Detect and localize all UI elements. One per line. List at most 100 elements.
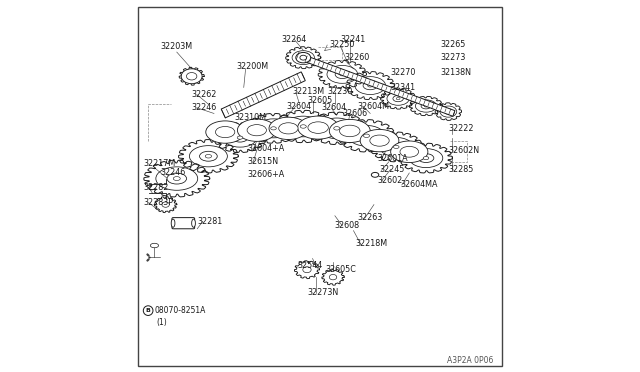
Polygon shape xyxy=(297,53,455,116)
Text: 32262: 32262 xyxy=(191,90,217,99)
Text: 32217M: 32217M xyxy=(143,159,175,168)
Ellipse shape xyxy=(308,122,328,134)
Text: 32230: 32230 xyxy=(328,87,353,96)
Text: 32264: 32264 xyxy=(281,35,306,44)
Polygon shape xyxy=(322,269,344,285)
Ellipse shape xyxy=(390,141,428,163)
Text: 32606+A: 32606+A xyxy=(248,170,285,179)
Ellipse shape xyxy=(340,73,345,76)
Polygon shape xyxy=(338,120,395,152)
Text: 32245: 32245 xyxy=(380,165,405,174)
Polygon shape xyxy=(285,47,321,69)
Text: 32263: 32263 xyxy=(357,213,383,222)
Ellipse shape xyxy=(418,154,434,163)
Text: 32241: 32241 xyxy=(340,35,365,44)
Ellipse shape xyxy=(167,173,186,184)
Text: 32260: 32260 xyxy=(344,53,369,62)
Text: 32605: 32605 xyxy=(307,96,332,105)
Text: 32138N: 32138N xyxy=(441,68,472,77)
Ellipse shape xyxy=(295,122,312,131)
Ellipse shape xyxy=(393,96,403,102)
Text: 32250: 32250 xyxy=(330,40,355,49)
Polygon shape xyxy=(308,112,365,144)
Text: 32310M: 32310M xyxy=(234,113,266,122)
Ellipse shape xyxy=(371,173,379,177)
Polygon shape xyxy=(410,96,443,116)
Ellipse shape xyxy=(423,157,429,160)
Polygon shape xyxy=(381,88,415,109)
Ellipse shape xyxy=(400,147,419,157)
Ellipse shape xyxy=(301,57,305,59)
Ellipse shape xyxy=(335,70,349,78)
Text: 32601A: 32601A xyxy=(378,154,408,163)
Polygon shape xyxy=(346,71,394,100)
Text: 32544: 32544 xyxy=(298,262,323,270)
Text: 32222: 32222 xyxy=(449,124,474,133)
Text: 32281: 32281 xyxy=(197,217,223,226)
Ellipse shape xyxy=(421,103,431,109)
Ellipse shape xyxy=(206,121,244,143)
Text: 32605C: 32605C xyxy=(326,265,356,274)
Text: 32604M: 32604M xyxy=(357,102,389,110)
Text: 32604MA: 32604MA xyxy=(400,180,438,189)
Ellipse shape xyxy=(363,81,378,90)
Text: (1): (1) xyxy=(156,318,167,327)
Ellipse shape xyxy=(188,73,196,79)
Text: 32213M: 32213M xyxy=(292,87,324,96)
Ellipse shape xyxy=(232,133,248,142)
Ellipse shape xyxy=(300,125,307,128)
Ellipse shape xyxy=(396,97,400,100)
Ellipse shape xyxy=(364,134,369,138)
Ellipse shape xyxy=(330,275,337,280)
Ellipse shape xyxy=(278,123,298,134)
Text: A3P2A 0P06: A3P2A 0P06 xyxy=(447,356,493,365)
Text: 32246: 32246 xyxy=(160,169,186,177)
Ellipse shape xyxy=(328,124,345,133)
Ellipse shape xyxy=(205,154,212,158)
Text: 08070-8251A: 08070-8251A xyxy=(154,306,205,315)
FancyBboxPatch shape xyxy=(172,218,195,229)
Text: 32604: 32604 xyxy=(322,103,347,112)
Ellipse shape xyxy=(370,135,389,146)
Ellipse shape xyxy=(216,126,235,138)
Ellipse shape xyxy=(300,55,307,60)
Polygon shape xyxy=(154,196,177,213)
Text: 32203M: 32203M xyxy=(161,42,193,51)
Text: 32273: 32273 xyxy=(441,53,467,62)
Ellipse shape xyxy=(447,111,450,113)
Text: 32615N: 32615N xyxy=(248,157,278,166)
Text: 32246: 32246 xyxy=(191,103,217,112)
Ellipse shape xyxy=(200,151,217,161)
Polygon shape xyxy=(400,143,452,173)
Ellipse shape xyxy=(424,105,428,107)
Text: 32218M: 32218M xyxy=(355,239,387,248)
Ellipse shape xyxy=(150,243,159,248)
Text: 32604: 32604 xyxy=(287,102,312,110)
Ellipse shape xyxy=(298,54,308,61)
Ellipse shape xyxy=(186,73,197,80)
Ellipse shape xyxy=(330,119,370,142)
Text: 32341: 32341 xyxy=(390,83,416,92)
Text: 32285: 32285 xyxy=(449,165,474,174)
Ellipse shape xyxy=(271,127,276,130)
Polygon shape xyxy=(435,103,461,121)
Ellipse shape xyxy=(191,219,195,227)
Ellipse shape xyxy=(173,177,180,180)
Text: 32604+A: 32604+A xyxy=(248,144,285,153)
Ellipse shape xyxy=(296,52,310,63)
Text: 32265: 32265 xyxy=(441,40,467,49)
Ellipse shape xyxy=(247,125,266,136)
Ellipse shape xyxy=(266,124,282,133)
Text: 32602N: 32602N xyxy=(449,146,479,155)
Polygon shape xyxy=(294,261,319,279)
Ellipse shape xyxy=(388,142,404,151)
Ellipse shape xyxy=(162,202,170,207)
Polygon shape xyxy=(179,140,238,173)
Ellipse shape xyxy=(237,119,276,141)
Text: 32282: 32282 xyxy=(143,183,169,192)
Polygon shape xyxy=(370,132,422,162)
Text: 32270: 32270 xyxy=(390,68,416,77)
Ellipse shape xyxy=(269,117,308,140)
Ellipse shape xyxy=(444,109,452,114)
Polygon shape xyxy=(318,60,367,89)
